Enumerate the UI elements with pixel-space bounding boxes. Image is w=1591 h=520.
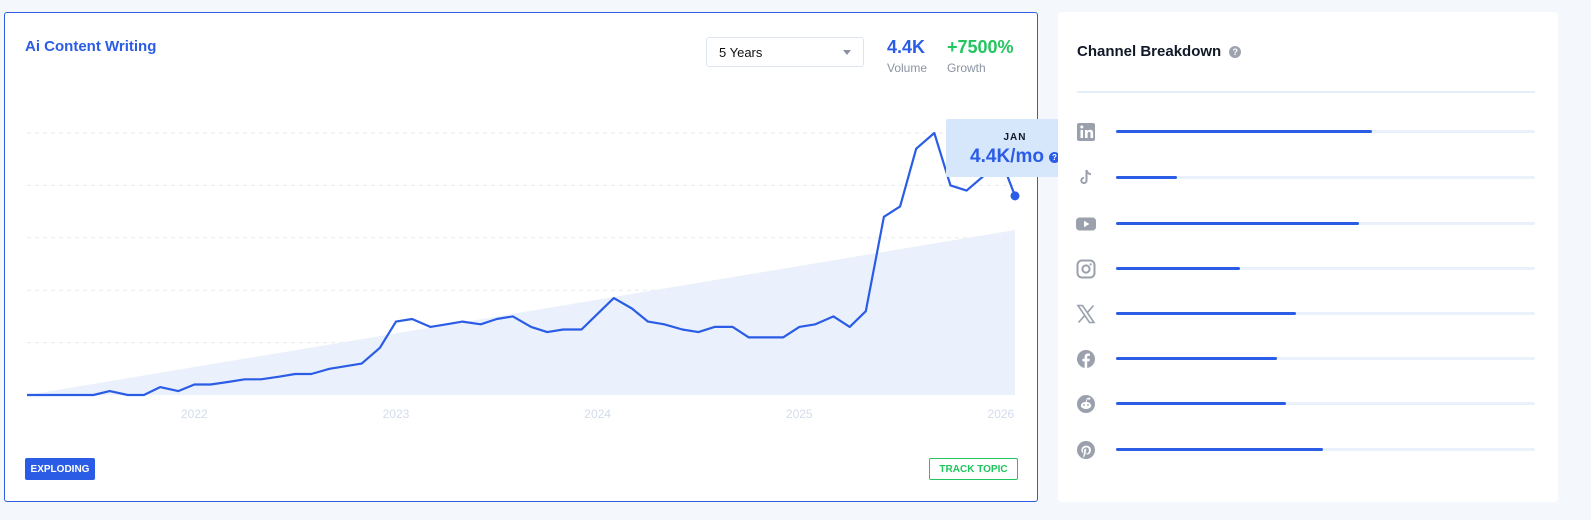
facebook-icon [1077,350,1095,368]
channel-bar-fill [1116,176,1177,179]
trend-chart[interactable]: 2022 2023 2024 2025 2026 [5,13,1039,443]
channel-bar-track [1116,312,1535,315]
channel-row-youtube [1075,212,1537,236]
topic-title[interactable]: Ai Content Writing [25,38,157,55]
x-icon [1076,304,1096,324]
youtube-icon [1076,217,1096,231]
channel-bar-track [1116,402,1535,405]
growth-label: Growth [947,61,986,75]
channel-bar-fill [1116,402,1286,405]
linkedin-icon [1077,123,1095,141]
instagram-icon [1076,259,1096,279]
time-range-value: 5 Years [719,44,763,60]
time-range-select[interactable]: 5 Years [706,37,864,67]
channel-breakdown-title: Channel Breakdown [1077,43,1222,60]
trend-area [27,229,1015,395]
status-badge: EXPLODING [25,458,95,480]
current-point-marker [1010,191,1020,201]
series-line [27,131,1017,397]
tooltip-value-row: 4.4K/mo ? [946,146,1084,168]
x-tick-label: 2022 [181,407,208,421]
question-icon[interactable]: ? [1048,151,1060,163]
chevron-down-icon [843,49,851,55]
channel-breakdown-header: Channel Breakdown ? [1077,43,1242,60]
tooltip-value: 4.4K/mo [970,146,1044,167]
x-tick-label: 2023 [383,407,410,421]
volume-value: 4.4K [887,37,926,57]
volume-label: Volume [887,61,928,75]
pinterest-icon [1077,441,1095,459]
channel-row-linkedin [1075,120,1537,144]
channel-bar-track [1116,448,1535,451]
tooltip-month: JAN [1003,132,1027,143]
channel-bar-fill [1116,357,1278,360]
channel-row-pinterest [1075,438,1537,462]
reddit-icon [1077,395,1095,413]
question-icon[interactable]: ? [1229,45,1242,58]
channel-bar-fill [1116,267,1240,270]
growth-metric: +7500% Growth [947,37,1014,75]
x-tick-label: 2025 [786,407,813,421]
tiktok-icon [1080,169,1092,185]
track-topic-button[interactable]: TRACK TOPIC [929,458,1018,480]
channel-row-x [1075,302,1537,326]
channel-bar-fill [1116,130,1372,133]
channel-bar-track [1116,176,1535,179]
channel-bar-fill [1116,312,1297,315]
channel-bar-track [1116,357,1535,360]
volume-metric: 4.4K Volume [887,37,927,75]
trend-card: Ai Content Writing 5 Years 4.4K Volume +… [4,12,1084,502]
divider [1077,91,1535,93]
channel-bar-track [1116,222,1535,225]
channel-row-reddit [1075,392,1537,416]
channel-bar-fill [1116,448,1324,451]
channel-row-instagram [1075,257,1537,281]
channel-bar-fill [1116,222,1360,225]
channel-bar-track [1116,267,1535,270]
channel-breakdown-card: Channel Breakdown ? [1058,12,1558,502]
channel-bar-track [1116,130,1535,133]
x-tick-label: 2024 [584,407,611,421]
channel-row-facebook [1075,347,1537,371]
channel-row-tiktok [1075,166,1537,190]
x-tick-label: 2026 [988,407,1015,421]
growth-value: +7500% [947,37,1014,57]
